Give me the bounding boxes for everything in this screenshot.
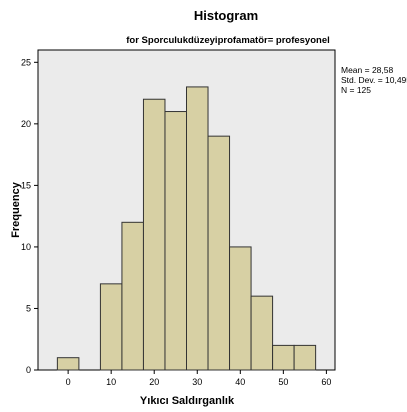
histogram-bar: [207, 135, 231, 371]
histogram-bar: [186, 86, 209, 371]
stat-n: N = 125: [341, 85, 371, 95]
x-tick-label: 0: [66, 377, 71, 387]
histogram-bar: [99, 283, 123, 371]
x-tick-label: 50: [278, 377, 288, 387]
chart-subtitle: for Sporculukdüzeyiprofamatör= profesyon…: [126, 35, 330, 46]
chart-title: Histogram: [194, 8, 258, 23]
bars-group: [56, 86, 317, 371]
histogram-bar: [142, 98, 166, 371]
y-axis-label: Frequency: [10, 181, 22, 238]
y-tick-label: 20: [21, 119, 31, 129]
x-tick-label: 40: [235, 377, 245, 387]
y-tick-label: 0: [26, 365, 31, 375]
histogram-bar: [164, 111, 187, 371]
histogram-bar: [250, 295, 274, 371]
stat-std-dev: Std. Dev. = 10,495: [341, 75, 407, 85]
histogram-bar: [293, 344, 317, 371]
x-axis: 0 10 20 30 40 50 60: [66, 370, 331, 387]
histogram-bar: [272, 344, 295, 371]
y-axis: 0 5 10 15 20 25: [21, 57, 38, 375]
histogram-bar: [121, 221, 144, 371]
x-tick-label: 60: [321, 377, 331, 387]
x-tick-label: 20: [149, 377, 159, 387]
y-tick-label: 10: [21, 242, 31, 252]
y-tick-label: 25: [21, 57, 31, 67]
stat-mean: Mean = 28,58: [341, 65, 393, 75]
histogram-bar: [56, 357, 80, 371]
y-tick-label: 5: [26, 303, 31, 313]
histogram-bar: [229, 246, 252, 371]
y-tick-label: 15: [21, 180, 31, 190]
x-axis-label: Yıkıcı Saldırganlık: [140, 395, 235, 407]
x-tick-label: 10: [106, 377, 116, 387]
x-tick-label: 30: [192, 377, 202, 387]
